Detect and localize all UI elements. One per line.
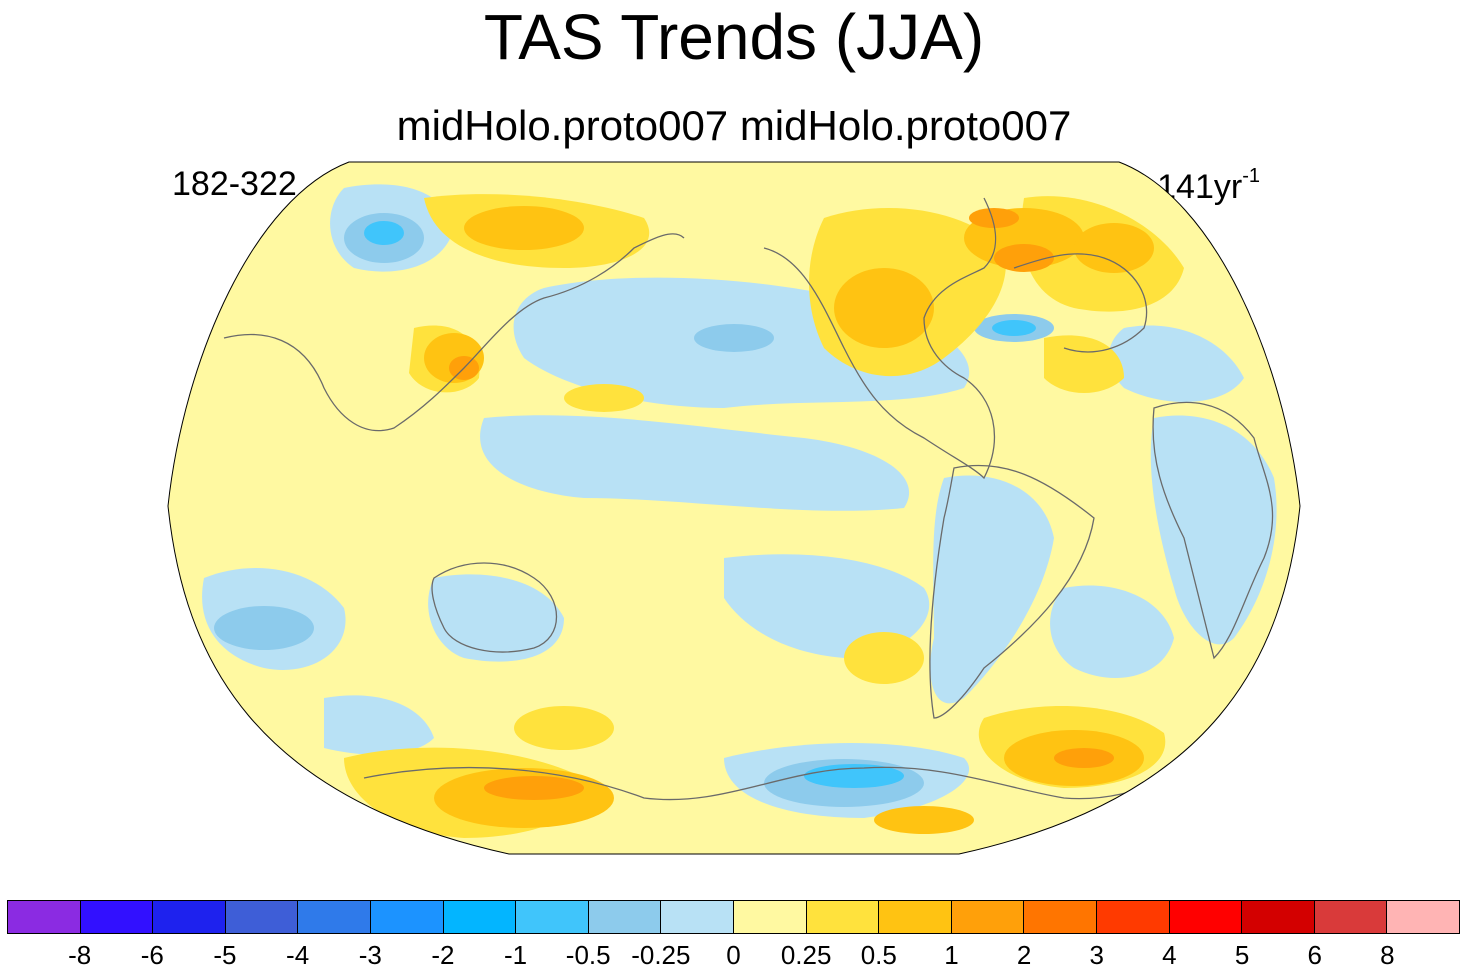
spot-labrador: [994, 244, 1054, 272]
coast-australia: [431, 562, 557, 653]
colorbar-tick-label: 2: [1016, 940, 1032, 970]
spot-scandinavia-warm: [1074, 223, 1154, 273]
region-australia: [428, 574, 564, 662]
colorbar-box: [733, 901, 807, 933]
colorbar-ticks: -8 -6 -5 -4 -3 -2 -1 -0.5 -0.25 0 0.25 0.5 1 2 3 4 5 6 8: [7, 940, 1460, 974]
spot-weddell-warm: [1054, 748, 1114, 768]
colorbar-box: [443, 901, 517, 933]
colorbar-box: [1314, 901, 1388, 933]
spot-antarctic-strong: [484, 776, 584, 800]
coast-north-america: [763, 197, 997, 480]
spot-us-warm: [834, 268, 934, 348]
colorbar-tick-label: -4: [286, 940, 310, 970]
map-title: TAS Trends (JJA): [483, 1, 985, 73]
colorbar-tick-label: 8: [1380, 940, 1395, 970]
spot-nw-russia: [969, 208, 1019, 228]
units-superscript: -1: [1242, 165, 1260, 187]
trend-field: [168, 162, 1300, 854]
region-south-ocean-west: [324, 695, 434, 755]
colorbar-box: [1169, 901, 1243, 933]
colorbar-tick-label: 0.5: [860, 940, 897, 970]
colorbar-tick-label: -0.25: [631, 940, 691, 970]
colorbar-tick-label: -3: [358, 940, 382, 970]
colorbar-tick-label: 5: [1234, 940, 1250, 970]
coast-antarctica: [363, 766, 1205, 801]
coast-africa: [1152, 401, 1274, 660]
map-subtitle: midHolo.proto007 midHolo.proto007: [396, 102, 1072, 149]
spot-south-pacific: [844, 632, 924, 684]
colorbar-tick-label: 1: [944, 940, 959, 970]
spot-central-pacific: [564, 384, 644, 412]
colorbar-tick-label: -1: [503, 940, 528, 970]
map-boundary: [167, 161, 1301, 855]
coast-asia: [223, 233, 685, 432]
colorbar-tick-label: -5: [213, 940, 237, 970]
spot-antarctic-ross: [514, 706, 614, 750]
coastlines: [223, 197, 1274, 801]
colorbar-tick-label: 0.25: [780, 940, 832, 970]
colorbar-box: [516, 901, 589, 933]
colorbar-box: [225, 901, 299, 933]
colorbar-tick-label: -6: [140, 940, 164, 970]
coast-europe: [1013, 253, 1148, 353]
region-pacific-equatorial: [480, 415, 910, 511]
colorbar-box: [1024, 901, 1097, 933]
colorbar: [7, 900, 1460, 934]
colorbar-box: [661, 901, 734, 933]
coast-south-america: [929, 464, 1095, 719]
colorbar-box: [879, 901, 952, 933]
colorbar-tick-label: -0.5: [565, 940, 611, 970]
colorbar-box: [588, 901, 662, 933]
region-south-atlantic: [1050, 585, 1174, 678]
cooling-regions: [202, 184, 1277, 818]
region-south-america: [930, 475, 1054, 704]
colorbar-tick-label: -8: [68, 940, 92, 970]
colorbar-box: [1096, 901, 1170, 933]
colorbar-box: [1242, 901, 1315, 933]
colorbar-tick-label: 3: [1089, 940, 1104, 970]
spot-antarctic-warm-3: [874, 806, 974, 834]
colorbar-tick-label: -2: [431, 940, 455, 970]
spot-arctic-west: [364, 221, 404, 245]
colorbar-tick-label: 0: [726, 940, 741, 970]
colorbar-box: [951, 901, 1025, 933]
spot-indian-ocean: [214, 606, 314, 650]
spot-pacific-north: [694, 324, 774, 352]
colorbar-tick-label: 6: [1307, 940, 1322, 970]
region-africa: [1150, 415, 1277, 645]
spot-siberia-warm: [464, 206, 584, 250]
colorbar-box: [8, 901, 81, 933]
region-north-atlantic: [1109, 325, 1244, 402]
colorbar-box: [80, 901, 154, 933]
colorbar-tick-label: 4: [1162, 940, 1177, 970]
colorbar-box: [370, 901, 444, 933]
colorbar-box: [806, 901, 880, 933]
world-map: [167, 161, 1301, 855]
colorbar-box: [153, 901, 226, 933]
region-south-pacific: [724, 554, 930, 658]
colorbar-box: [298, 901, 371, 933]
spot-atlantic-coast: [992, 320, 1036, 336]
period-label: 182-322: [172, 165, 297, 203]
colorbar-box: [1387, 901, 1459, 933]
